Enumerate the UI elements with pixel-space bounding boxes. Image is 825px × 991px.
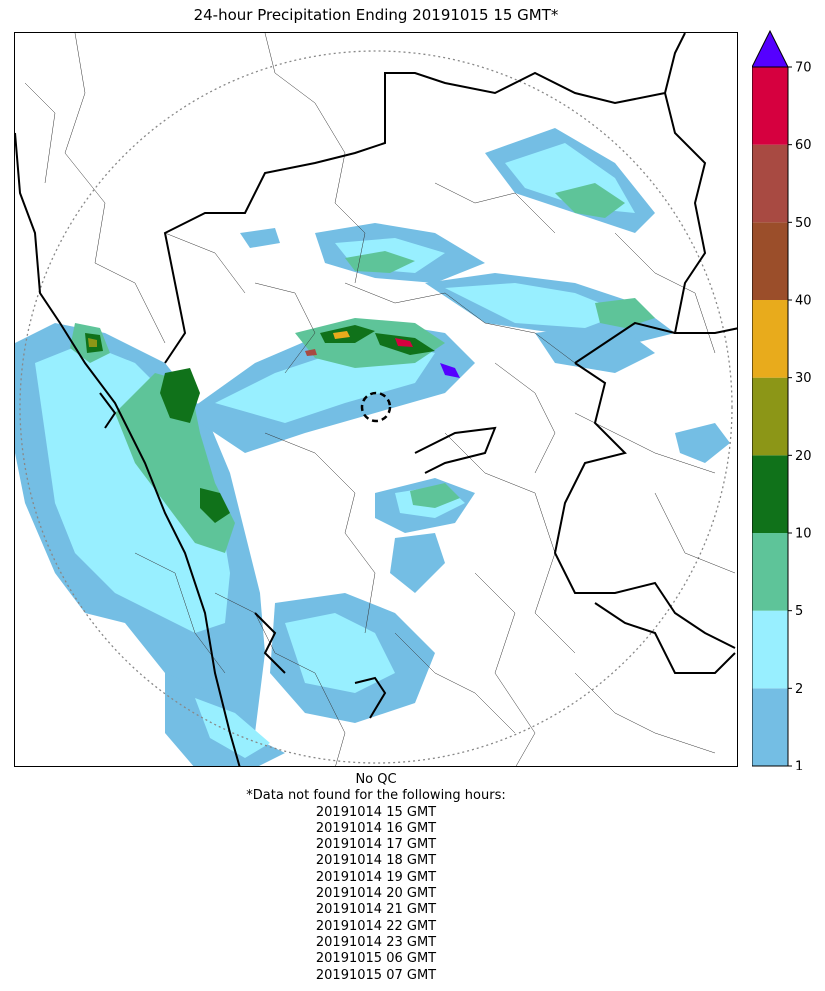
- missing-hour: 20191014 19 GMT: [315, 869, 437, 885]
- colorbar-bin: [752, 610, 788, 689]
- missing-hour: 20191014 23 GMT: [315, 934, 437, 950]
- missing-hour: 20191014 20 GMT: [315, 886, 437, 902]
- colorbar-tick-label: 2: [795, 682, 803, 697]
- missing-hour: 20191014 21 GMT: [315, 902, 437, 918]
- precipitation-map: [14, 32, 738, 767]
- colorbar-tick-label: 5: [795, 604, 803, 619]
- colorbar-tick-label: 1: [795, 760, 803, 771]
- colorbar-bin: [752, 377, 788, 456]
- colorbar-bin: [752, 144, 788, 223]
- colorbar-bin: [752, 300, 788, 378]
- qc-status: No QC: [355, 772, 397, 787]
- colorbar-tick-label: 30: [795, 371, 812, 386]
- missing-hour: 20191014 15 GMT: [315, 804, 437, 820]
- map-canvas: [15, 33, 737, 766]
- colorbar-bin: [752, 455, 788, 533]
- missing-hour: 20191014 16 GMT: [315, 820, 437, 836]
- precipitation-colorbar: 1 2 5 10 20 30 40 50 60 70: [751, 29, 822, 775]
- colorbar-canvas: 1 2 5 10 20 30 40 50 60 70: [751, 29, 812, 775]
- missing-hour: 20191014 18 GMT: [315, 853, 437, 869]
- footnote-block: No QC *Data not found for the following …: [14, 772, 738, 984]
- colorbar-tick-label: 60: [795, 138, 812, 153]
- radar-site-marker: [360, 391, 392, 423]
- colorbar-bin: [752, 533, 788, 611]
- state-boundaries: [15, 33, 737, 766]
- colorbar-tick-label: 40: [795, 294, 812, 309]
- colorbar-bin: [752, 67, 788, 145]
- district-boundaries: [24, 33, 736, 766]
- missing-hour: 20191014 17 GMT: [315, 837, 437, 853]
- colorbar-bin: [752, 222, 788, 300]
- precip-layer-20-plus: [88, 331, 460, 378]
- missing-data-header: *Data not found for the following hours:: [246, 788, 506, 804]
- map-title: 24-hour Precipitation Ending 20191015 15…: [193, 6, 559, 24]
- colorbar-bin: [752, 688, 788, 766]
- radar-range-ring: [19, 50, 733, 764]
- colorbar-tick-label: 70: [795, 61, 812, 76]
- colorbar-frame: [751, 66, 789, 767]
- missing-hour: 20191015 06 GMT: [315, 951, 437, 967]
- colorbar-tick-label: 10: [795, 527, 812, 542]
- colorbar-extend-arrow: [751, 29, 789, 68]
- missing-hour: 20191014 22 GMT: [315, 918, 437, 934]
- colorbar-tick-label: 50: [795, 216, 812, 231]
- colorbar-tick-label: 20: [795, 449, 812, 464]
- missing-hour: 20191015 07 GMT: [315, 967, 437, 983]
